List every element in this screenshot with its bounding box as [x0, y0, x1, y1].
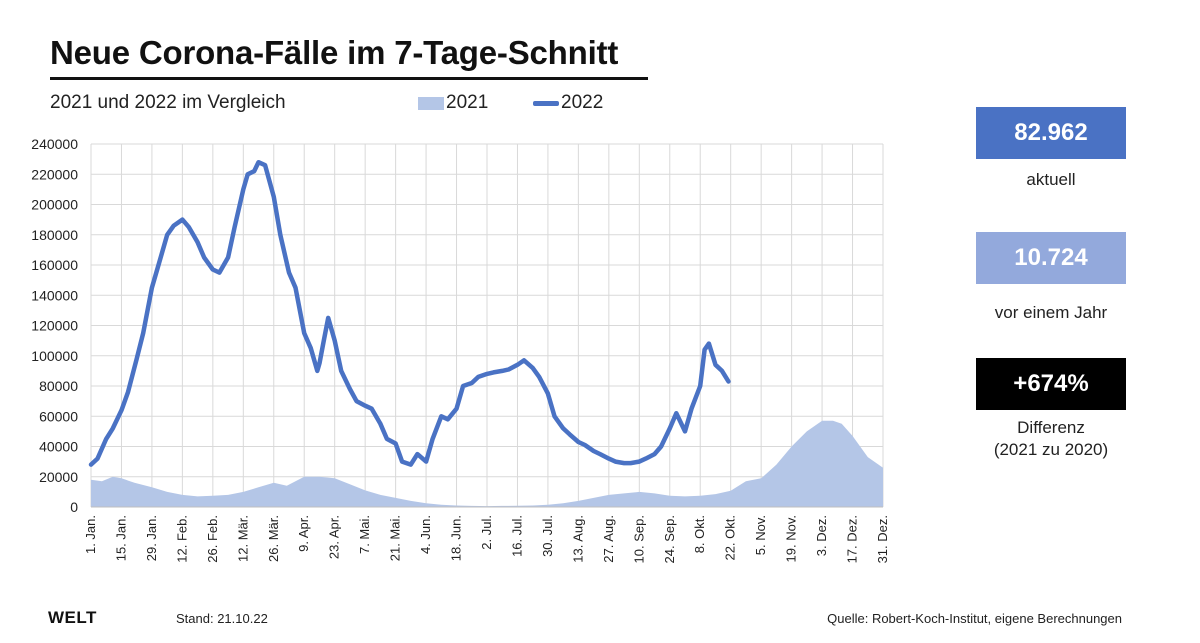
x-tick-label: 9. Apr. — [296, 515, 311, 552]
x-tick-label: 23. Apr. — [327, 515, 342, 559]
difference-label-line1: Differenz — [1017, 418, 1085, 437]
x-tick-label: 13. Aug. — [570, 515, 585, 563]
title-underline — [50, 77, 648, 80]
x-tick-label: 1. Jan. — [83, 515, 98, 554]
legend-item-2021: 2021 — [418, 92, 488, 114]
current-value-box: 82.962 — [976, 107, 1126, 159]
x-tick-label: 31. Dez. — [875, 515, 890, 563]
legend-swatch-2022 — [533, 100, 559, 106]
x-tick-label: 4. Jun. — [418, 515, 433, 554]
y-tick-label: 20000 — [39, 469, 78, 485]
difference-label-line2: (2021 zu 2020) — [993, 440, 1109, 459]
difference-value-box: +674% — [976, 358, 1126, 410]
x-tick-label: 18. Jun. — [449, 515, 464, 561]
x-tick-label: 10. Sep. — [631, 515, 646, 563]
series-area-2021 — [91, 420, 883, 507]
legend-item-2022: 2022 — [533, 92, 603, 114]
y-tick-label: 140000 — [31, 287, 78, 303]
x-tick-label: 8. Okt. — [692, 515, 707, 553]
y-tick-label: 120000 — [31, 318, 78, 334]
y-tick-label: 220000 — [31, 166, 78, 182]
difference-label: Differenz (2021 zu 2020) — [960, 417, 1142, 461]
year-ago-label: vor einem Jahr — [994, 303, 1108, 322]
x-tick-label: 21. Mai. — [388, 515, 403, 561]
y-tick-label: 80000 — [39, 378, 78, 394]
x-tick-label: 12. Feb. — [174, 515, 189, 563]
x-tick-label: 5. Nov. — [753, 515, 768, 555]
x-tick-label: 7. Mai. — [357, 515, 372, 554]
x-tick-label: 16. Jul. — [509, 515, 524, 557]
stand-date: Stand: 21.10.22 — [176, 611, 268, 626]
legend-label-2022: 2022 — [561, 92, 604, 113]
y-tick-label: 60000 — [39, 408, 78, 424]
x-tick-label: 15. Jan. — [113, 515, 128, 561]
x-tick-label: 17. Dez. — [845, 515, 860, 563]
legend-label-2021: 2021 — [446, 92, 489, 113]
x-tick-label: 24. Sep. — [662, 515, 677, 563]
x-tick-label: 27. Aug. — [601, 515, 616, 563]
current-value-label: aktuell — [1026, 170, 1076, 189]
y-tick-label: 100000 — [31, 348, 78, 364]
x-tick-label: 3. Dez. — [814, 515, 829, 556]
x-tick-label: 26. Feb. — [205, 515, 220, 563]
y-tick-label: 240000 — [31, 136, 78, 152]
welt-logo: WELT — [48, 608, 97, 627]
x-tick-label: 29. Jan. — [144, 515, 159, 561]
chart-subtitle: 2021 und 2022 im Vergleich — [50, 92, 286, 113]
x-tick-label: 30. Jul. — [540, 515, 555, 557]
y-tick-label: 200000 — [31, 197, 78, 213]
y-tick-label: 180000 — [31, 227, 78, 243]
y-tick-label: 0 — [70, 499, 78, 515]
legend-swatch-2021 — [418, 96, 444, 110]
source-note: Quelle: Robert-Koch-Institut, eigene Ber… — [827, 611, 1122, 626]
y-tick-label: 40000 — [39, 439, 78, 455]
x-tick-label: 2. Jul. — [479, 515, 494, 550]
series-line-2022 — [88, 159, 731, 467]
x-tick-label: 12. Mär. — [235, 515, 250, 562]
x-tick-label: 19. Nov. — [784, 515, 799, 562]
x-tick-label: 22. Okt. — [723, 515, 738, 561]
year-ago-value-box: 10.724 — [976, 232, 1126, 284]
chart-title: Neue Corona-Fälle im 7-Tage-Schnitt — [50, 34, 619, 71]
x-tick-label: 26. Mär. — [266, 515, 281, 562]
y-tick-label: 160000 — [31, 257, 78, 273]
